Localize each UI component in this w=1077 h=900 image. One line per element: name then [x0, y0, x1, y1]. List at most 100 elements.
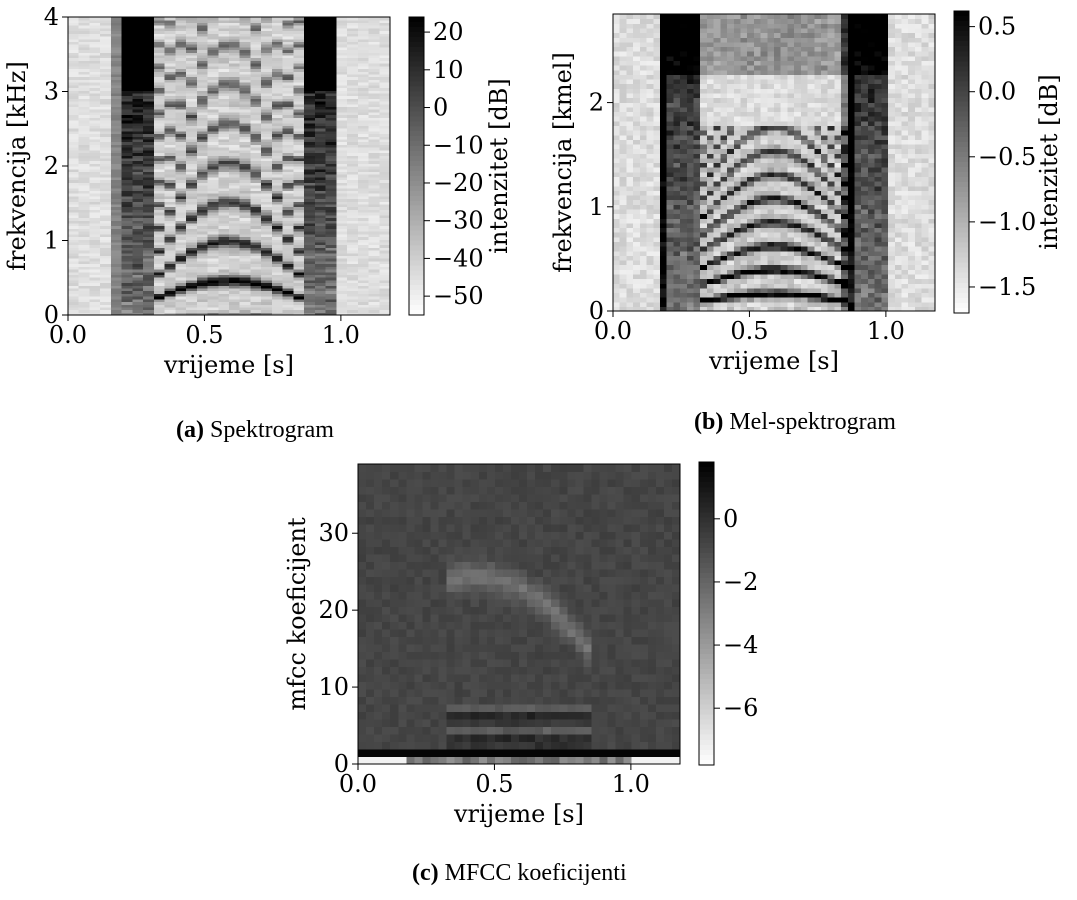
- heatmap-cell: [740, 209, 747, 214]
- heatmap-cell: [647, 153, 654, 158]
- heatmap-cell: [915, 302, 922, 307]
- heatmap-cell: [821, 297, 828, 302]
- heatmap-cell: [861, 214, 868, 219]
- heatmap-cell: [774, 167, 781, 172]
- heatmap-cell: [626, 246, 633, 251]
- heatmap-cell: [694, 269, 701, 274]
- heatmap-cell: [660, 232, 667, 237]
- heatmap-cell: [747, 186, 754, 191]
- heatmap-cell: [754, 158, 761, 163]
- heatmap-cell: [848, 163, 855, 168]
- heatmap-cell: [747, 232, 754, 237]
- heatmap-cell: [754, 172, 761, 177]
- heatmap-cell: [626, 283, 633, 288]
- heatmap-cell: [667, 255, 674, 260]
- heatmap-cell: [687, 214, 694, 219]
- heatmap-cell: [734, 223, 741, 228]
- heatmap-cell: [647, 237, 654, 242]
- heatmap-cell: [761, 232, 768, 237]
- heatmap-cell: [761, 237, 768, 242]
- heatmap-cell: [720, 163, 727, 168]
- heatmap-cell: [680, 227, 687, 232]
- heatmap-cell: [640, 292, 647, 297]
- heatmap-cell: [620, 209, 627, 214]
- heatmap-cell: [881, 288, 888, 293]
- heatmap-cell: [855, 283, 862, 288]
- heatmap-cell: [915, 218, 922, 223]
- heatmap-cell: [888, 227, 895, 232]
- heatmap-cell: [714, 232, 721, 237]
- heatmap-cell: [700, 200, 707, 205]
- heatmap-cell: [613, 269, 620, 274]
- heatmap-cell: [794, 255, 801, 260]
- heatmap-cell: [841, 172, 848, 177]
- colorbar-step: [409, 156, 424, 162]
- colorbar-step: [409, 270, 424, 276]
- heatmap-cell: [888, 283, 895, 288]
- heatmap-cell: [734, 251, 741, 256]
- heatmap-cell: [781, 246, 788, 251]
- heatmap-cell: [848, 279, 855, 284]
- heatmap-cell: [667, 251, 674, 256]
- heatmap-cell: [761, 279, 768, 284]
- heatmap-cell: [700, 246, 707, 251]
- heatmap-cell: [740, 302, 747, 307]
- heatmap-cell: [868, 163, 875, 168]
- heatmap-cell: [808, 209, 815, 214]
- colorbar-step: [409, 260, 424, 266]
- heatmap-cell: [794, 232, 801, 237]
- heatmap-cell: [714, 181, 721, 186]
- heatmap-cell: [714, 292, 721, 297]
- heatmap-cell: [694, 190, 701, 195]
- heatmap-cell: [888, 297, 895, 302]
- heatmap-cell: [821, 176, 828, 181]
- heatmap-cell: [888, 279, 895, 284]
- heatmap-cell: [868, 288, 875, 293]
- heatmap-cell: [808, 297, 815, 302]
- heatmap-cell: [680, 251, 687, 256]
- heatmap-cell: [700, 209, 707, 214]
- heatmap-cell: [754, 204, 761, 209]
- heatmap-cell: [673, 292, 680, 297]
- heatmap-cell: [613, 195, 620, 200]
- heatmap-cell: [680, 209, 687, 214]
- heatmap-cell: [881, 269, 888, 274]
- heatmap-cell: [673, 288, 680, 293]
- heatmap-cell: [700, 283, 707, 288]
- heatmap-cell: [700, 251, 707, 256]
- heatmap-cell: [848, 200, 855, 205]
- heatmap-cell: [848, 302, 855, 307]
- heatmap-cell: [694, 288, 701, 293]
- heatmap-cell: [794, 269, 801, 274]
- colorbar-step: [409, 62, 424, 68]
- heatmap-cell: [901, 260, 908, 265]
- heatmap-cell: [814, 227, 821, 232]
- heatmap-cell: [727, 195, 734, 200]
- heatmap-cell: [647, 195, 654, 200]
- heatmap-cell: [633, 181, 640, 186]
- heatmap-cell: [787, 297, 794, 302]
- heatmap-cell: [640, 223, 647, 228]
- heatmap-cell: [673, 176, 680, 181]
- heatmap-cell: [787, 167, 794, 172]
- heatmap-cell: [781, 186, 788, 191]
- heatmap-cell: [781, 237, 788, 242]
- heatmap-cell: [626, 288, 633, 293]
- heatmap-cell: [660, 209, 667, 214]
- heatmap-cell: [660, 190, 667, 195]
- heatmap-cell: [875, 269, 882, 274]
- heatmap-cell: [901, 218, 908, 223]
- heatmap-cell: [888, 176, 895, 181]
- heatmap-cell: [875, 195, 882, 200]
- heatmap-cell: [707, 167, 714, 172]
- colorbar-step: [409, 116, 424, 122]
- heatmap-cell: [640, 167, 647, 172]
- heatmap-cell: [861, 195, 868, 200]
- heatmap-cell: [801, 200, 808, 205]
- heatmap-cell: [747, 190, 754, 195]
- heatmap-cell: [861, 274, 868, 279]
- heatmap-cell: [834, 176, 841, 181]
- heatmap-cell: [734, 158, 741, 163]
- heatmap-cell: [714, 172, 721, 177]
